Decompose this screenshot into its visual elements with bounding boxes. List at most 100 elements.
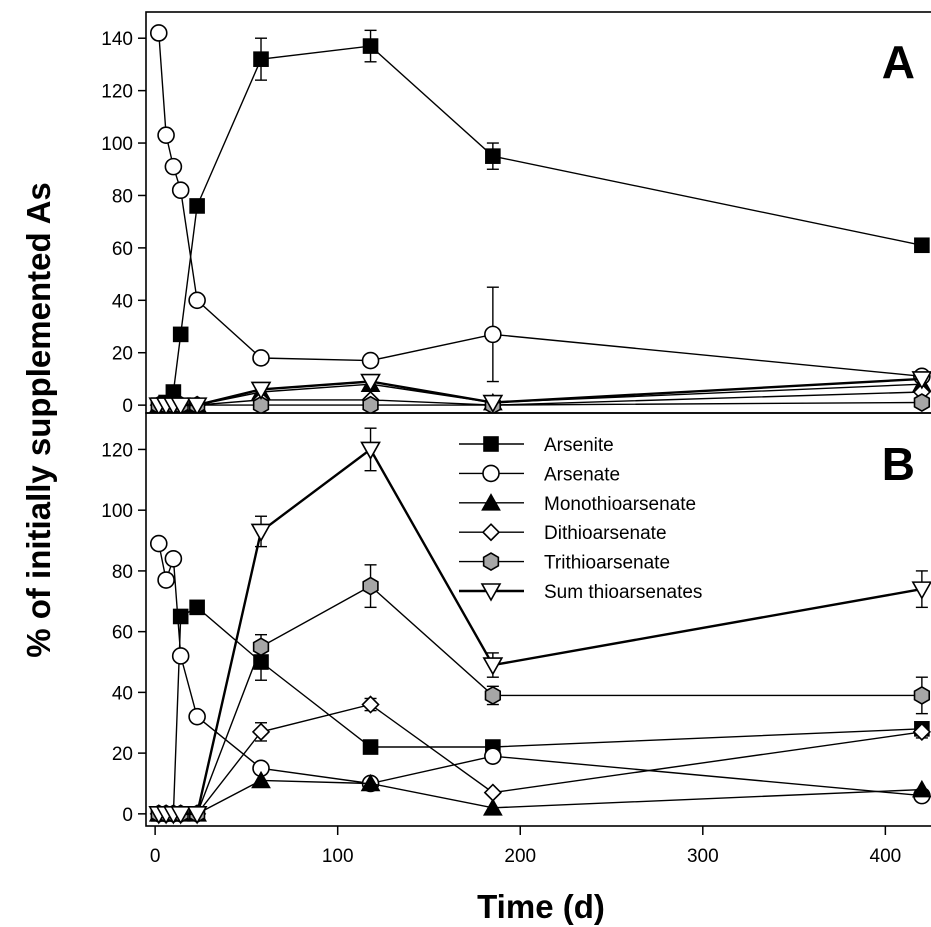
data-point [164,549,183,568]
legend-marker [481,523,501,542]
data-point [913,393,931,412]
legend-label: Trithioarsenate [544,553,670,574]
legend-label: Arsenate [544,464,620,485]
y-tick-label: 80 [112,562,133,583]
series-line [158,45,923,406]
data-point [189,599,205,616]
data-point [186,397,208,413]
data-point [362,395,379,413]
y-tick-label: 20 [112,744,133,765]
data-point [250,381,272,401]
legend-label: Dithioarsenate [544,523,667,544]
legend-marker [482,552,500,572]
data-point [170,397,192,413]
series-dithioarsenate [149,695,931,823]
data-point [482,394,504,413]
data-point [362,38,379,54]
data-point [484,747,502,765]
data-point [484,685,502,705]
data-point [361,351,380,370]
legend-item: Dithioarsenate [459,523,667,544]
y-tick-label: 20 [112,344,133,365]
data-point [188,291,206,310]
panel-b: 0 20 40 60 80 100 120 B Arsenite Arsenate Monothio… [101,412,931,827]
data-point [362,739,379,755]
panel-label: A [882,36,915,88]
y-tick-label: 80 [112,186,133,207]
legend-marker [482,464,500,483]
x-tick-label: 0 [150,846,161,867]
data-point [149,24,168,42]
data-point [361,695,380,714]
legend-item: Sum thioarsenates [459,582,702,603]
data-point [911,779,931,798]
data-point [171,181,190,200]
data-point [250,523,272,543]
y-tick-label: 40 [112,683,133,704]
data-point [189,198,205,214]
series-line [158,585,922,815]
data-point [186,806,208,825]
data-point [360,373,381,393]
plot-area [148,427,931,825]
legend: Arsenite Arsenate Monothioarsenate Dithioar… [459,435,702,603]
series-line [158,606,922,815]
legend-marker [481,493,501,511]
data-point [911,581,931,600]
data-point [253,51,269,67]
y-tick-label: 60 [112,623,133,644]
legend-item: Arsenate [459,464,620,485]
y-tick-label: 140 [101,29,133,50]
data-point [252,637,270,657]
x-tick-label: 300 [687,846,719,867]
x-tick-label: 100 [322,846,354,867]
series-line [158,703,922,815]
x-tick-label: 200 [504,846,536,867]
data-point [482,798,503,816]
data-point [252,395,270,413]
x-axis: 0 100 200 300 400 [150,826,901,867]
legend-label: Monothioarsenate [544,494,696,515]
data-point [360,441,381,461]
data-point [482,657,504,676]
data-point [914,237,930,254]
data-point [172,608,189,625]
legend-marker [483,436,499,452]
data-point [252,349,270,367]
legend-label: Sum thioarsenates [544,582,702,603]
series-monothioarsenate [148,770,931,822]
data-point [188,707,206,726]
data-point [171,647,190,665]
legend-label: Arsenite [544,435,614,456]
data-point [157,571,175,589]
panel-a: 0 20 40 60 80 100 120 140 A [101,11,931,417]
y-axis-title: % of initially supplemented As [20,182,57,658]
y-tick-label: 120 [101,82,133,103]
legend-item: Monothioarsenate [459,493,696,515]
data-point [484,325,502,344]
panel-frame [145,412,931,827]
y-tick-label: 0 [122,396,133,417]
series-line [158,32,922,377]
y-tick-label: 100 [101,501,133,522]
series-arsenate [149,24,931,386]
series-line [158,447,923,816]
data-point [912,722,931,741]
series-sum-thioarsenates [148,427,931,825]
panel-label: B [882,438,915,490]
data-point [251,722,271,741]
data-point [172,326,189,343]
y-tick-label: 0 [122,805,133,826]
x-axis-title: Time (d) [477,888,605,925]
data-point [251,770,271,789]
data-point [164,157,183,176]
data-point [170,806,192,825]
data-point [483,783,502,802]
data-point [360,773,381,792]
y-tick-label: 120 [101,440,133,461]
x-tick-label: 400 [870,846,902,867]
data-point [911,371,931,390]
data-point [362,576,379,596]
data-point [485,148,501,164]
